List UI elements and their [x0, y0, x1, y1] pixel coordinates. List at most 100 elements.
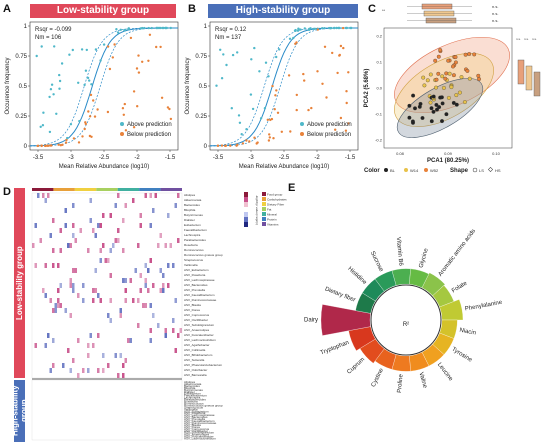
heatmap-cell [97, 223, 100, 228]
pca-y-axis-label: PCA2 (5.68%) [364, 69, 370, 108]
pca-point [467, 76, 472, 81]
point-below [64, 141, 68, 144]
point-above [77, 81, 80, 85]
heatmap-cell [152, 313, 155, 318]
pca-point [428, 72, 433, 77]
legend-category-swatch [262, 192, 266, 196]
radial-label: Valine [417, 372, 427, 390]
point-above [90, 83, 93, 86]
heatmap-row-label: Bacteroides [184, 203, 200, 207]
pca-point [436, 54, 441, 59]
heatmap-cell [174, 203, 177, 208]
legend-category-label: Mineral [267, 213, 277, 217]
heatmap-cell [69, 283, 72, 288]
point-below [37, 144, 40, 147]
heatmap-cell [167, 213, 170, 218]
heatmap-cell [52, 218, 55, 223]
heatmap-cell [117, 193, 120, 198]
heatmap-cell [69, 278, 72, 283]
pca-x-tick-label: 0.08 [396, 151, 405, 156]
pca-point [462, 100, 467, 105]
pca-y-tick-label: -0.1 [375, 112, 383, 117]
heatmap-cell [159, 233, 162, 238]
point-above [55, 112, 58, 116]
ns-label: n.s. [532, 37, 537, 41]
pca-point [437, 105, 442, 110]
heatmap-row-label: Bilophila [184, 386, 196, 390]
y-tick-label: 0.5 [19, 84, 28, 90]
point-above [230, 107, 233, 110]
heatmap-cell [149, 303, 152, 308]
pca-point [454, 102, 459, 107]
heatmap-cell [69, 313, 72, 318]
point-below [295, 41, 298, 44]
pca-point [428, 100, 433, 105]
point-below [88, 115, 92, 118]
heatmap-cell [157, 323, 160, 328]
point-above [83, 83, 86, 87]
point-below [344, 129, 348, 132]
point-below [268, 136, 271, 139]
heatmap-cell [152, 208, 155, 213]
point-above [267, 75, 270, 78]
point-above [94, 48, 98, 51]
heatmap-cell [147, 268, 150, 273]
y-tick-label: 0.5 [199, 84, 208, 90]
pca-point [440, 101, 445, 106]
point-above [102, 43, 106, 46]
legend-marker [120, 132, 124, 136]
point-above [299, 28, 302, 31]
heatmap-cell [132, 298, 135, 303]
heatmap-cell [109, 248, 112, 253]
point-above [231, 53, 235, 57]
heatmap-cell [159, 288, 162, 293]
heatmap-row-label: Roseburia [184, 243, 198, 247]
y-tick-label: 1 [204, 24, 208, 30]
point-below [124, 129, 128, 132]
legend-color-label: W14 [410, 168, 419, 173]
point-below [137, 54, 140, 57]
heatmap-cell [172, 318, 175, 323]
panel-letter-a: A [3, 3, 11, 15]
heatmap-cell [129, 338, 132, 343]
heatmap-cell [72, 203, 75, 208]
point-below [271, 84, 274, 88]
heatmap-cell [102, 213, 105, 218]
point-below [132, 126, 136, 129]
heatmap-cell [57, 288, 60, 293]
heatmap-cell [62, 363, 65, 368]
heatmap-cell [49, 233, 52, 238]
heatmap-cell [89, 218, 92, 223]
point-above [66, 136, 69, 140]
legend-gradient-step [244, 192, 248, 197]
point-below [268, 133, 271, 136]
heatmap-cell [149, 328, 152, 333]
y-tick-label: 0.75 [195, 54, 207, 60]
heatmap-cell [144, 303, 147, 308]
heatmap-cell [102, 368, 105, 373]
legend-shape-diamond [488, 167, 493, 172]
point-below [81, 135, 84, 138]
radial-label: Phenylalanine [465, 300, 504, 313]
pca-point [438, 95, 443, 100]
point-above [164, 26, 168, 30]
heatmap-cell [117, 228, 120, 233]
point-below [289, 130, 292, 133]
x-axis-label: Mean Relative Abundance (log10) [59, 164, 149, 170]
point-below [255, 142, 258, 145]
heatmap-row-label: ASV_Prevotella [184, 417, 205, 421]
point-below [229, 144, 232, 147]
heatmap-cell [64, 208, 67, 213]
heatmap-row-label: Ruminococcus gnavus group [184, 253, 223, 257]
point-above [150, 26, 153, 30]
legend-gradient-step [244, 222, 248, 227]
heatmap-row-label: ASV_Bacteroides [184, 283, 208, 287]
point-above [258, 70, 261, 73]
legend-title: -log10(p value)×sign(r) [255, 195, 259, 225]
pca-point [434, 102, 439, 107]
heatmap-row-label: ASV_Lachnospiraceae [184, 278, 215, 282]
heatmap-row-label: ASV_Prevotella [184, 288, 205, 292]
heatmap-cell [149, 193, 152, 198]
heatmap-cell [129, 278, 132, 283]
heatmap-cell [164, 333, 167, 338]
